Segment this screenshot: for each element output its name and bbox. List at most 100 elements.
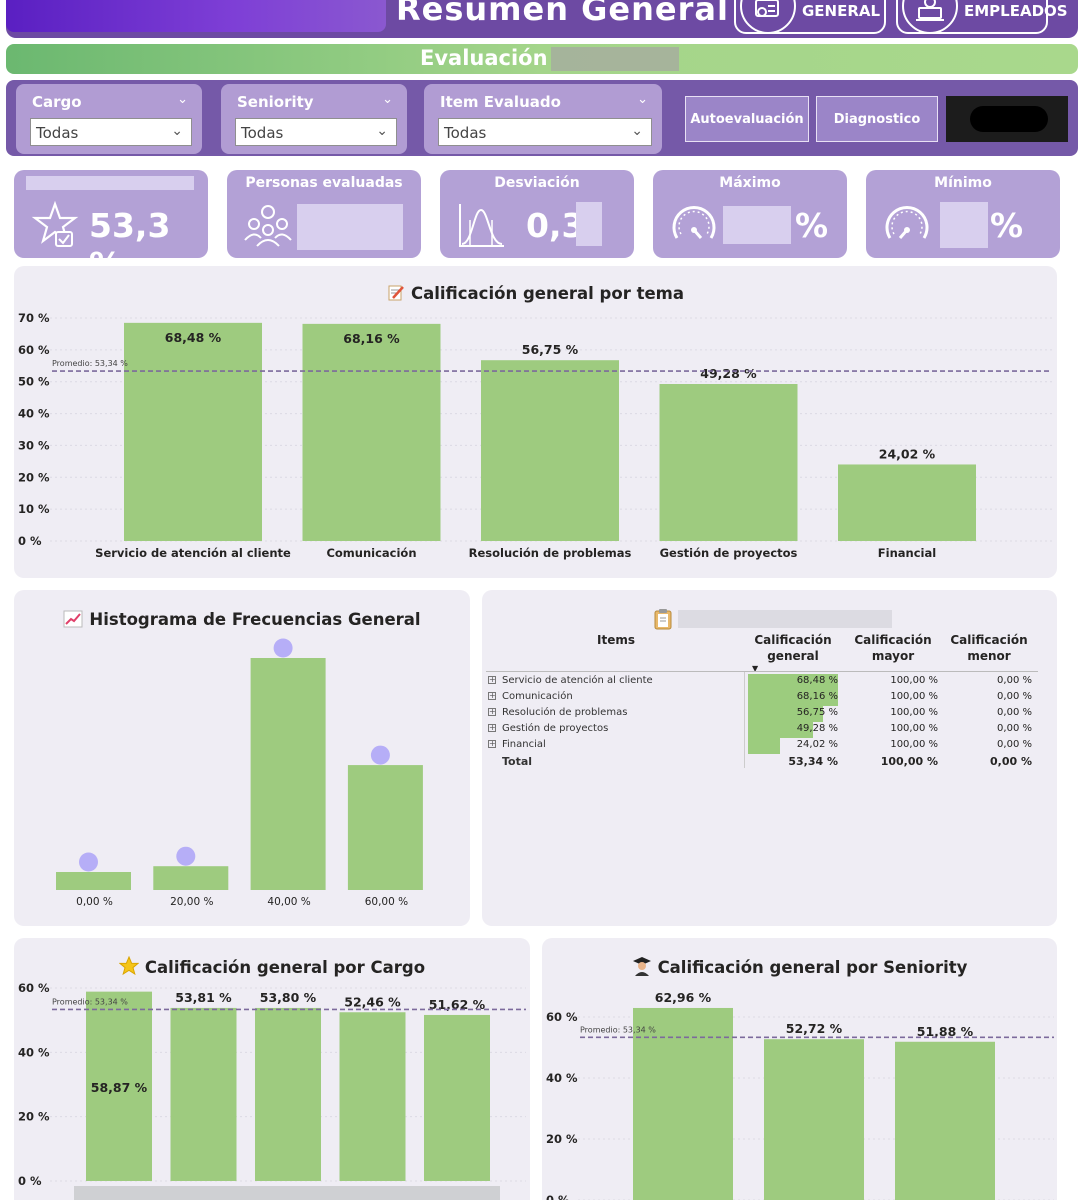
cargo-dropdown-value: Todas [36, 124, 79, 142]
data-bar [748, 738, 780, 754]
expand-icon[interactable]: + [488, 707, 496, 716]
chevron-down-icon: ⌄ [631, 123, 643, 139]
data-bar [748, 674, 839, 690]
slicer-cargo: Cargo ⌄ Todas ⌄ [16, 84, 202, 154]
chart-title-seniority-text: Calificación general por Seniority [657, 958, 968, 977]
table-header-general[interactable]: Calificación general [754, 633, 832, 663]
header-logo-area [6, 0, 386, 32]
table-cell-item: Total [502, 755, 533, 768]
redacted-button[interactable] [946, 96, 1068, 142]
redacted-block [678, 610, 892, 628]
data-label: 68,16 % [343, 331, 400, 346]
bar [659, 384, 798, 541]
diagnostico-button[interactable]: Diagnostico [816, 96, 938, 142]
bell-curve-icon [459, 204, 504, 247]
chart-panel-tema: Calificación general por tema 70 % 60 % 50… [14, 266, 1057, 578]
nav-general-label: GENERAL [802, 2, 881, 20]
table-cell-mayor: 100,00 % [890, 707, 938, 718]
checklist-icon [740, 0, 796, 34]
x-tick-label: 60,00 % [365, 896, 408, 908]
data-label: 53,80 % [260, 990, 317, 1005]
table-row[interactable]: + Financial 24,02 % 100,00 % 0,00 % [486, 738, 1046, 754]
table-row[interactable]: + Resolución de problemas 56,75 % 100,00 % 0… [486, 706, 1046, 722]
gauge-icon [672, 206, 716, 239]
data-label: 52,72 % [786, 1021, 843, 1036]
y-tick-label: 20 % [546, 1132, 578, 1146]
table-cell-general: 49,28 % [796, 723, 838, 734]
autoevaluacion-button[interactable]: Autoevaluación [685, 96, 809, 142]
y-tick-label: 70 % [18, 311, 50, 325]
table-header-mayor[interactable]: Calificación mayor [854, 633, 932, 663]
x-tick-label: Resolución de problemas [469, 546, 632, 560]
x-tick-label: Financial [878, 546, 936, 560]
table-divider [486, 671, 1038, 672]
kpi-card-maximo: Máximo % [653, 170, 847, 258]
y-tick-label: 10 % [18, 502, 50, 516]
table-cell-item: Servicio de atención al cliente [502, 675, 653, 686]
table-row[interactable]: + Comunicación 68,16 % 100,00 % 0,00 % [486, 690, 1046, 706]
chart-title-cargo: Calificación general por Cargo [14, 955, 530, 977]
expand-icon[interactable]: + [488, 723, 496, 732]
frequency-marker [273, 638, 293, 658]
chevron-down-icon[interactable]: ⌄ [637, 92, 648, 107]
bar-chart-cargo: 60 % 40 % 20 % 0 % 58,87 % 53,81 % 53,80 % 52,4… [18, 981, 526, 1188]
cargo-dropdown[interactable]: Todas ⌄ [30, 118, 192, 146]
nav-empleados-button[interactable]: EMPLEADOS [896, 0, 1068, 34]
expand-icon[interactable]: + [488, 691, 496, 700]
sort-desc-icon[interactable]: ▼ [752, 664, 759, 673]
table-cell-mayor: 100,00 % [890, 691, 938, 702]
data-bar [748, 706, 823, 722]
chart-increasing-icon [63, 610, 83, 629]
average-label: Promedio: 53,34 % [52, 359, 128, 368]
table-cell-mayor: 100,00 % [890, 675, 938, 686]
table-row[interactable]: + Gestión de proyectos 49,28 % 100,00 % 0,00… [486, 722, 1046, 738]
table-cell-item: Financial [502, 739, 546, 750]
star-icon [118, 955, 140, 977]
chart-title-cargo-text: Calificación general por Cargo [144, 958, 426, 977]
item-dropdown[interactable]: Todas ⌄ [438, 118, 652, 146]
seniority-dropdown-value: Todas [241, 124, 284, 142]
seniority-dropdown[interactable]: Todas ⌄ [235, 118, 397, 146]
average-label: Promedio: 53,34 % [580, 1025, 656, 1034]
y-tick-label: 0 % [18, 534, 42, 548]
x-tick-label: 0,00 % [76, 896, 113, 908]
table-cell-menor: 0,00 % [990, 755, 1032, 768]
table-header-items[interactable]: Items [597, 633, 635, 647]
chart-panel-histograma: Histograma de Frecuencias General 0,00 %… [14, 590, 470, 926]
chevron-down-icon[interactable]: ⌄ [177, 92, 188, 107]
table-cell-menor: 0,00 % [997, 675, 1032, 686]
filter-bar: Cargo ⌄ Todas ⌄ Seniority ⌄ Todas ⌄ Item… [6, 80, 1078, 156]
x-tick-label: Comunicación [326, 546, 416, 560]
data-label: 51,88 % [917, 1024, 974, 1039]
bar-chart-seniority: 60 % 40 % 20 % 0 % 62,96 % 52,72 % 51,88 % Prom… [546, 990, 1054, 1200]
expand-icon[interactable]: + [488, 675, 496, 684]
table-cell-general: 68,16 % [796, 691, 838, 702]
slicer-item-label: Item Evaluado [440, 93, 561, 111]
data-label: 62,96 % [655, 990, 712, 1005]
x-tick-label: Servicio de atención al cliente [95, 546, 291, 560]
chart-panel-seniority: Calificación general por Seniority 60 % 4… [542, 938, 1057, 1200]
table-cell-mayor: 100,00 % [880, 755, 938, 768]
expand-icon[interactable]: + [488, 739, 496, 748]
graduate-icon [632, 956, 652, 977]
data-label: 68,48 % [165, 330, 222, 345]
y-tick-label: 50 % [18, 375, 50, 389]
table-row[interactable]: + Servicio de atención al cliente 68,48 % 1… [486, 674, 1046, 690]
kpi-minimo-suffix: % [990, 206, 1024, 245]
nav-general-button[interactable]: GENERAL [734, 0, 886, 34]
data-label: 58,87 % [91, 1080, 148, 1095]
slicer-seniority: Seniority ⌄ Todas ⌄ [221, 84, 407, 154]
frequency-marker [176, 846, 196, 866]
kpi-minimo-label: Mínimo [934, 175, 992, 191]
table-header-menor[interactable]: Calificación menor [950, 633, 1028, 663]
table-divider [744, 672, 745, 768]
chart-title-histograma-text: Histograma de Frecuencias General [89, 610, 421, 629]
redacted-block [576, 202, 602, 246]
chevron-down-icon: ⌄ [171, 123, 183, 139]
kpi-desviacion-value: 0,3 [526, 206, 585, 245]
chevron-down-icon[interactable]: ⌄ [382, 92, 393, 107]
data-label: 51,62 % [429, 997, 486, 1012]
people-group-icon [244, 205, 292, 247]
bar [170, 1007, 237, 1181]
histogram-chart: 0,00 % 20,00 % 40,00 % 60,00 % [56, 638, 423, 908]
